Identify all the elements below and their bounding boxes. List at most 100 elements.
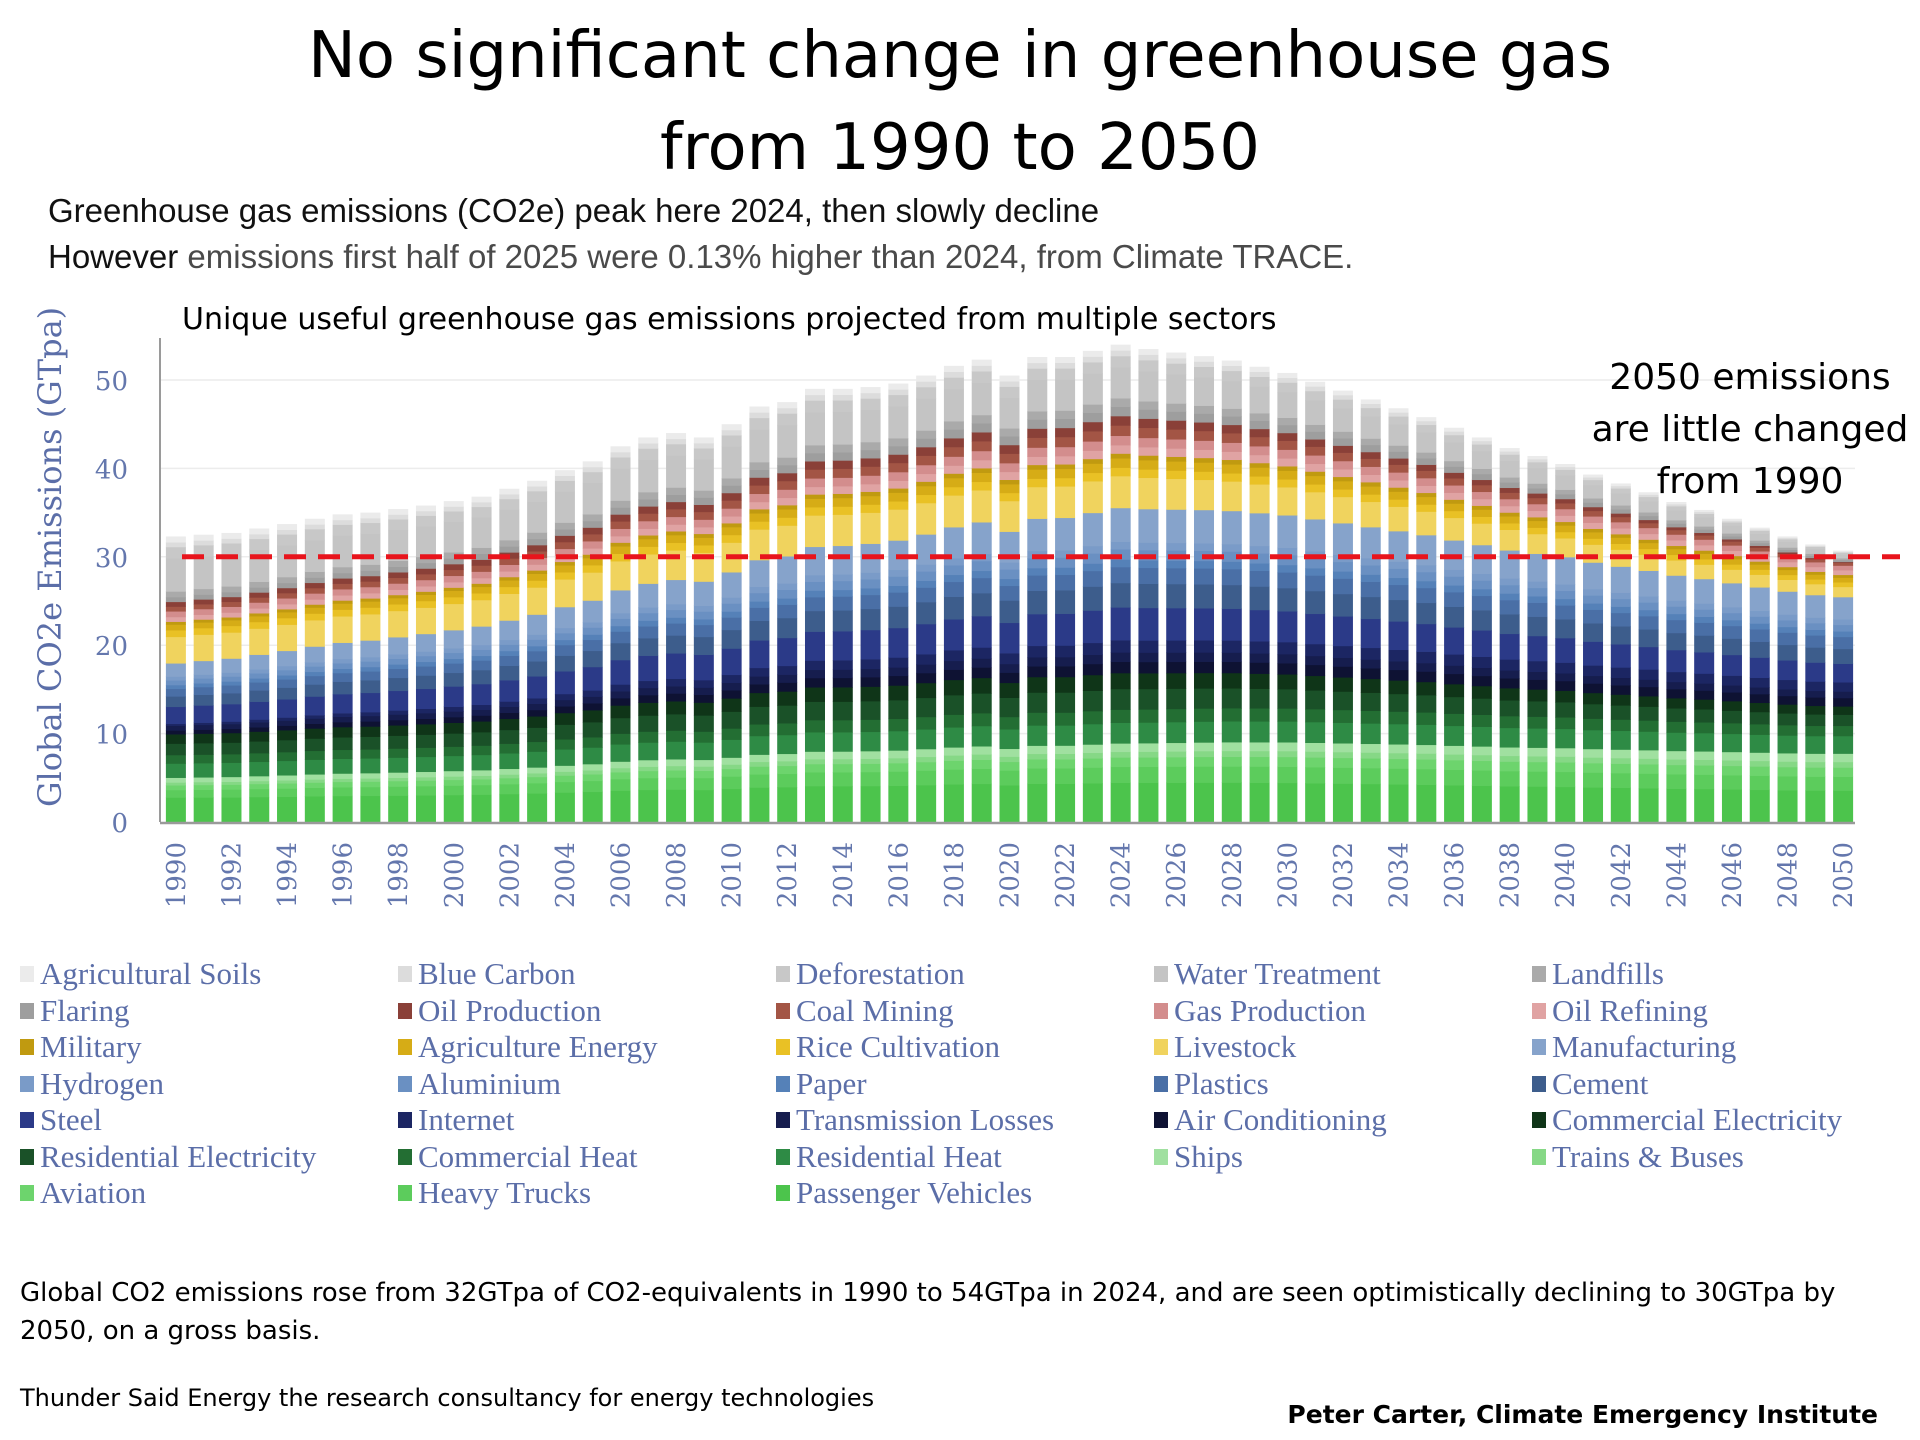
bar-segment-air-conditioning xyxy=(610,698,631,706)
bar-segment-oil-refining xyxy=(721,516,742,524)
bar-segment-ships xyxy=(999,748,1020,757)
bar-segment-blue-carbon xyxy=(860,392,881,399)
bar-segment-landfills xyxy=(1055,410,1076,420)
bar-segment-aviation xyxy=(1305,757,1326,768)
bar-segment-passenger-vehicles xyxy=(360,795,381,823)
bar-segment-residential-electricity xyxy=(1305,690,1326,710)
bar-segment-residential-electricity xyxy=(1610,705,1631,720)
bar-segment-hydrogen xyxy=(277,665,298,671)
bar-segment-cement xyxy=(499,665,520,681)
bar-segment-residential-electricity xyxy=(499,729,520,744)
bar-segment-gas-production xyxy=(638,520,659,529)
bar-segment-blue-carbon xyxy=(666,438,687,445)
bar-segment-blue-carbon xyxy=(471,501,492,508)
bar-segment-oil-production xyxy=(1388,458,1409,465)
bar-segment-residential-heat xyxy=(360,758,381,774)
bar-segment-landfills xyxy=(1221,408,1242,417)
bar-segment-commercial-heat xyxy=(1777,724,1798,736)
bar-segment-aviation xyxy=(1471,760,1492,771)
bar-segment-residential-heat xyxy=(165,763,186,778)
bar-segment-internet xyxy=(1027,645,1048,658)
bar-segment-heavy-trucks xyxy=(582,780,603,793)
bar-segment-passenger-vehicles xyxy=(1638,788,1659,823)
bar-segment-transmission-losses xyxy=(165,725,186,731)
bar-segment-agriculture-energy xyxy=(1694,553,1715,560)
bar-segment-plastics xyxy=(693,624,714,638)
bar-segment-commercial-electricity xyxy=(1221,672,1242,689)
bar-1996 xyxy=(332,514,353,823)
bar-segment-commercial-electricity xyxy=(1166,672,1187,689)
bar-segment-deforestation xyxy=(1305,390,1326,401)
bar-segment-military xyxy=(443,587,464,592)
legend-swatch xyxy=(398,1185,412,1201)
bar-segment-plastics xyxy=(1027,575,1048,591)
bar-2006 xyxy=(610,446,631,823)
bar-segment-oil-refining xyxy=(1721,550,1742,557)
bar-segment-manufacturing xyxy=(415,633,436,652)
bar-segment-livestock xyxy=(1082,481,1103,514)
bar-segment-hydrogen xyxy=(832,574,853,582)
legend-swatch xyxy=(776,1185,790,1201)
bar-segment-air-conditioning xyxy=(1721,692,1742,702)
bar-segment-agricultural-soils xyxy=(1777,536,1798,539)
bar-segment-residential-heat xyxy=(693,742,714,761)
bar-segment-trains-buses xyxy=(1666,759,1687,766)
bar-segment-commercial-heat xyxy=(1471,714,1492,727)
bar-segment-plastics xyxy=(1555,605,1576,620)
bar-segment-blue-carbon xyxy=(1416,420,1437,426)
bar-segment-manufacturing xyxy=(582,600,603,623)
bar-segment-agriculture-energy xyxy=(1138,460,1159,470)
bar-segment-flaring xyxy=(777,464,798,474)
bar-segment-paper xyxy=(1138,560,1159,569)
bar-segment-landfills xyxy=(888,438,909,447)
bar-segment-internet xyxy=(749,667,770,677)
bar-segment-oil-refining xyxy=(527,564,548,571)
bar-segment-passenger-vehicles xyxy=(777,786,798,823)
bar-segment-air-conditioning xyxy=(916,672,937,684)
bar-segment-aviation xyxy=(415,780,436,787)
bar-segment-oil-refining xyxy=(582,548,603,555)
bar-segment-commercial-heat xyxy=(1555,717,1576,730)
bar-segment-passenger-vehicles xyxy=(693,789,714,823)
bar-segment-oil-refining xyxy=(1416,485,1437,494)
bar-segment-coal-mining xyxy=(221,601,242,607)
bar-segment-flaring xyxy=(1221,416,1242,426)
bar-segment-water-treatment xyxy=(1082,373,1103,405)
bar-segment-residential-electricity xyxy=(1055,692,1076,713)
bar-segment-oil-refining xyxy=(249,608,270,614)
bar-segment-ships xyxy=(1360,743,1381,753)
bar-segment-heavy-trucks xyxy=(277,788,298,797)
bar-segment-gas-production xyxy=(249,602,270,609)
bar-segment-flaring xyxy=(832,452,853,461)
page-title: No significant change in greenhouse gas … xyxy=(0,10,1920,194)
bar-segment-coal-mining xyxy=(888,462,909,473)
bar-segment-landfills xyxy=(971,414,992,424)
bar-1994 xyxy=(277,524,298,823)
bar-segment-deforestation xyxy=(1166,363,1187,375)
bar-segment-landfills xyxy=(1082,404,1103,414)
bar-segment-aluminium xyxy=(221,676,242,682)
bar-segment-livestock xyxy=(832,514,853,547)
bar-2003 xyxy=(527,480,548,823)
bar-segment-oil-production xyxy=(1749,545,1770,548)
bar-segment-water-treatment xyxy=(666,455,687,488)
bar-segment-air-conditioning xyxy=(1138,661,1159,674)
bar-segment-blue-carbon xyxy=(304,524,325,530)
bar-segment-blue-carbon xyxy=(1805,545,1826,548)
bar-segment-internet xyxy=(582,690,603,697)
bar-segment-residential-heat xyxy=(610,744,631,762)
bar-segment-paper xyxy=(971,570,992,579)
legend-label: Heavy Trucks xyxy=(418,1175,592,1210)
bar-segment-residential-heat xyxy=(527,751,548,768)
bar-segment-agriculture-energy xyxy=(638,538,659,547)
bar-segment-hydrogen xyxy=(1527,581,1548,589)
bar-segment-passenger-vehicles xyxy=(193,797,214,823)
bar-2014 xyxy=(832,388,853,823)
x-tick-label: 2008 xyxy=(662,842,692,908)
bar-segment-residential-electricity xyxy=(638,715,659,732)
bar-segment-steel xyxy=(1444,627,1465,655)
bar-segment-rice-cultivation xyxy=(971,481,992,491)
bar-segment-residential-electricity xyxy=(193,742,214,755)
bar-segment-agricultural-soils xyxy=(888,383,909,390)
